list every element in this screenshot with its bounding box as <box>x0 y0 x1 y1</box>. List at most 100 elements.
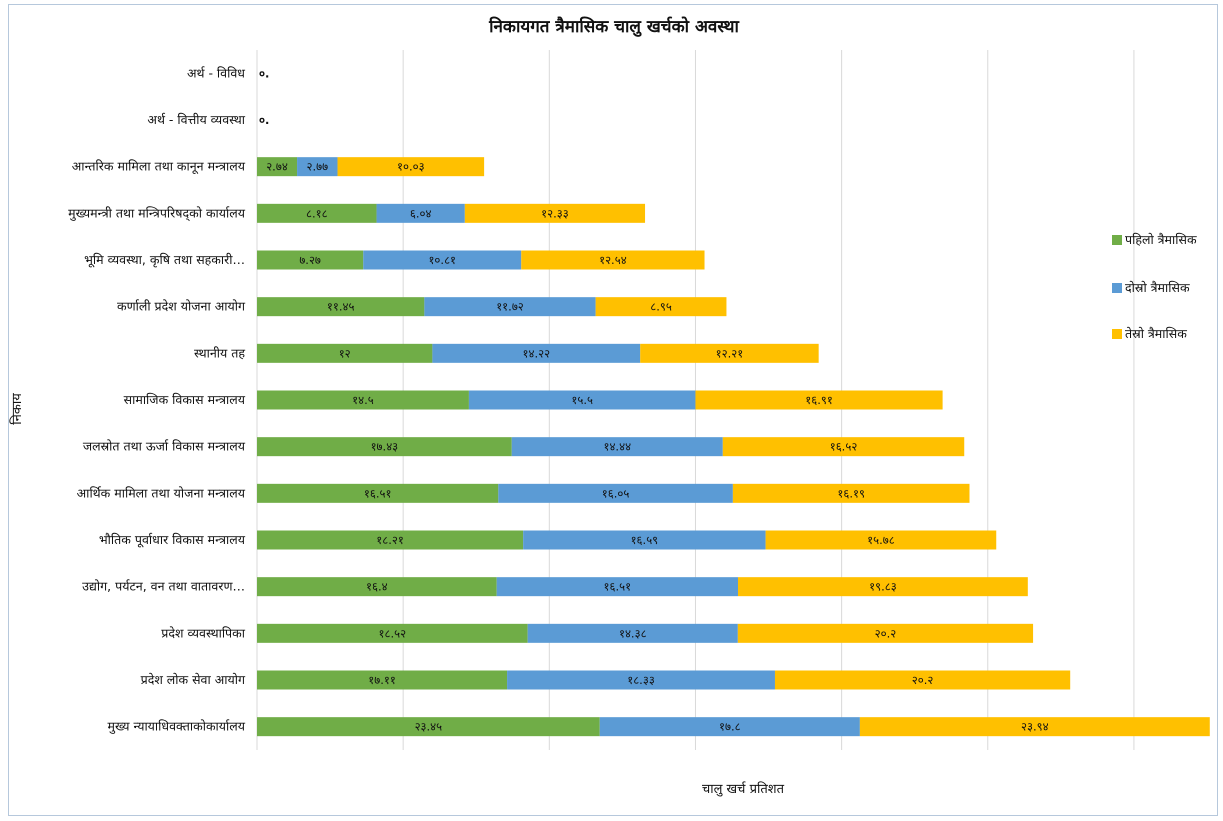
chart-canvas: ०. ०. २.७४ २.७७ १०.०३ ८.१८ ६.०४ १२.३३ ७.२७ १०.८१ १… <box>9 16 1210 797</box>
data-label: १६.५९ <box>631 533 659 547</box>
bar-segment <box>424 297 596 317</box>
data-label: १६.५२ <box>830 440 858 454</box>
category-label: प्रदेश लोक सेवा आयोग <box>141 672 246 687</box>
data-label: २०.२ <box>912 673 934 687</box>
bar-segment <box>599 717 860 737</box>
legend-label: तेस्रो त्रैमासिक <box>1125 326 1187 341</box>
chart-title: निकायगत त्रैमासिक चालु खर्चको अवस्था <box>488 16 739 37</box>
data-label: २.७४ <box>266 160 288 174</box>
bar-segment <box>521 250 705 270</box>
bar-segment <box>732 483 970 503</box>
data-label: २०.२ <box>875 626 897 640</box>
data-label: ०. <box>259 66 269 80</box>
bar-segment <box>722 437 965 457</box>
legend-swatch <box>1112 329 1122 339</box>
bar-segment <box>523 530 766 550</box>
data-label: ७.२७ <box>299 253 321 267</box>
category-label: अर्थ - वित्तीय व्यवस्था <box>147 112 245 127</box>
bar-segment <box>498 483 733 503</box>
data-label: १९.८३ <box>869 580 897 594</box>
data-label: १०.०३ <box>397 160 425 174</box>
data-label: १८.३३ <box>627 673 655 687</box>
bar-segment <box>859 717 1210 737</box>
data-label: १६.४ <box>366 580 388 594</box>
legend-swatch <box>1112 235 1122 245</box>
y-axis-title: निकाय <box>9 393 25 425</box>
bar-series <box>257 157 1210 737</box>
data-label: १७.४३ <box>371 440 399 454</box>
data-label: १६.५१ <box>604 580 632 594</box>
category-label: कर्णाली प्रदेश योजना आयोग <box>117 299 246 314</box>
data-label: १२.५४ <box>599 253 627 267</box>
category-label: भौतिक पूर्वाधार विकास मन्त्रालय <box>99 532 246 548</box>
data-label: १६.१९ <box>837 486 865 500</box>
bar-segment <box>511 437 723 457</box>
category-label: आर्थिक मामिला तथा योजना मन्त्रालय <box>77 485 246 500</box>
bar-segment <box>257 437 512 457</box>
data-label: १४.४४ <box>603 440 631 454</box>
bar-segment <box>337 157 485 177</box>
data-label: १४.३८ <box>619 626 647 640</box>
category-label: भूमि व्यवस्था, कृषि तथा सहकारी… <box>84 252 245 268</box>
bar-segment <box>595 297 727 317</box>
data-label: ०. <box>259 113 269 127</box>
bar-segment <box>695 390 943 410</box>
bar-segment <box>432 343 641 363</box>
data-label: १६.५१ <box>364 486 392 500</box>
data-label: १७.८ <box>719 720 741 734</box>
category-label: स्थानीय तह <box>194 345 245 360</box>
bar-segment <box>257 390 469 410</box>
bar-segment <box>507 670 775 690</box>
data-label: १०.८१ <box>428 253 456 267</box>
data-labels: ०. ०. २.७४ २.७७ १०.०३ ८.१८ ६.०४ १२.३३ ७.२७ १०.८१ १… <box>259 66 1049 733</box>
data-label: ६.०४ <box>410 206 432 220</box>
bar-segment <box>257 343 433 363</box>
data-label: ८.९५ <box>650 300 672 314</box>
data-label: १८.५२ <box>379 626 407 640</box>
category-label: जलस्रोत तथा ऊर्जा विकास मन्त्रालय <box>83 439 246 454</box>
bar-segment <box>257 250 364 270</box>
bar-segment <box>774 670 1071 690</box>
bar-segment <box>737 577 1028 597</box>
bar-segment <box>527 623 738 643</box>
data-label: १५.५ <box>571 393 593 407</box>
bar-segment <box>363 250 522 270</box>
bar-segment <box>257 157 298 177</box>
data-label: १५.७८ <box>867 533 895 547</box>
legend-swatch <box>1112 283 1122 293</box>
category-label: आन्तरिक मामिला तथा कानून मन्त्रालय <box>72 159 246 175</box>
legend-label: पहिलो त्रैमासिक <box>1125 232 1197 247</box>
category-label: प्रदेश व्यवस्थापिका <box>161 625 245 640</box>
bar-segment <box>257 577 497 597</box>
legend-label: दोस्रो त्रैमासिक <box>1125 280 1190 295</box>
bar-segment <box>257 623 528 643</box>
data-label: ८.१८ <box>306 206 328 220</box>
category-label: सामाजिक विकास मन्त्रालय <box>124 392 246 407</box>
data-label: १८.२१ <box>376 533 404 547</box>
category-label: मुख्यमन्त्री तथा मन्त्रिपरिषद्को कार्याल… <box>68 205 246 222</box>
bar-segment <box>765 530 997 550</box>
category-label: उद्योग, पर्यटन, वन तथा वातावरण… <box>82 579 245 594</box>
data-label: २३.९४ <box>1021 720 1049 734</box>
bar-segment <box>297 157 338 177</box>
category-label: मुख्य न्यायाधिवक्ताकोकार्यालय <box>108 719 246 735</box>
data-label: १२.२१ <box>716 346 744 360</box>
data-label: १६.०५ <box>602 486 630 500</box>
data-label: २३.४५ <box>415 720 443 734</box>
data-label: १७.११ <box>368 673 396 687</box>
bar-segment <box>468 390 696 410</box>
bar-segment <box>257 297 425 317</box>
bar-segment <box>640 343 819 363</box>
category-label: अर्थ - विविध <box>187 65 245 80</box>
bar-segment <box>257 483 499 503</box>
bar-segment <box>737 623 1034 643</box>
data-label: १४.२२ <box>523 346 551 360</box>
chart-frame: ०. ०. २.७४ २.७७ १०.०३ ८.१८ ६.०४ १२.३३ ७.२७ १०.८१ १… <box>8 4 1218 816</box>
data-label: २.७७ <box>306 160 328 174</box>
legend: पहिलो त्रैमासिक दोस्रो त्रैमासिक तेस्रो त्… <box>1112 232 1197 341</box>
data-label: १६.९१ <box>805 393 833 407</box>
x-axis-title: चालु खर्च प्रतिशत <box>702 781 785 797</box>
bar-segment <box>464 203 646 223</box>
bar-segment <box>257 530 524 550</box>
bar-segment <box>257 203 377 223</box>
